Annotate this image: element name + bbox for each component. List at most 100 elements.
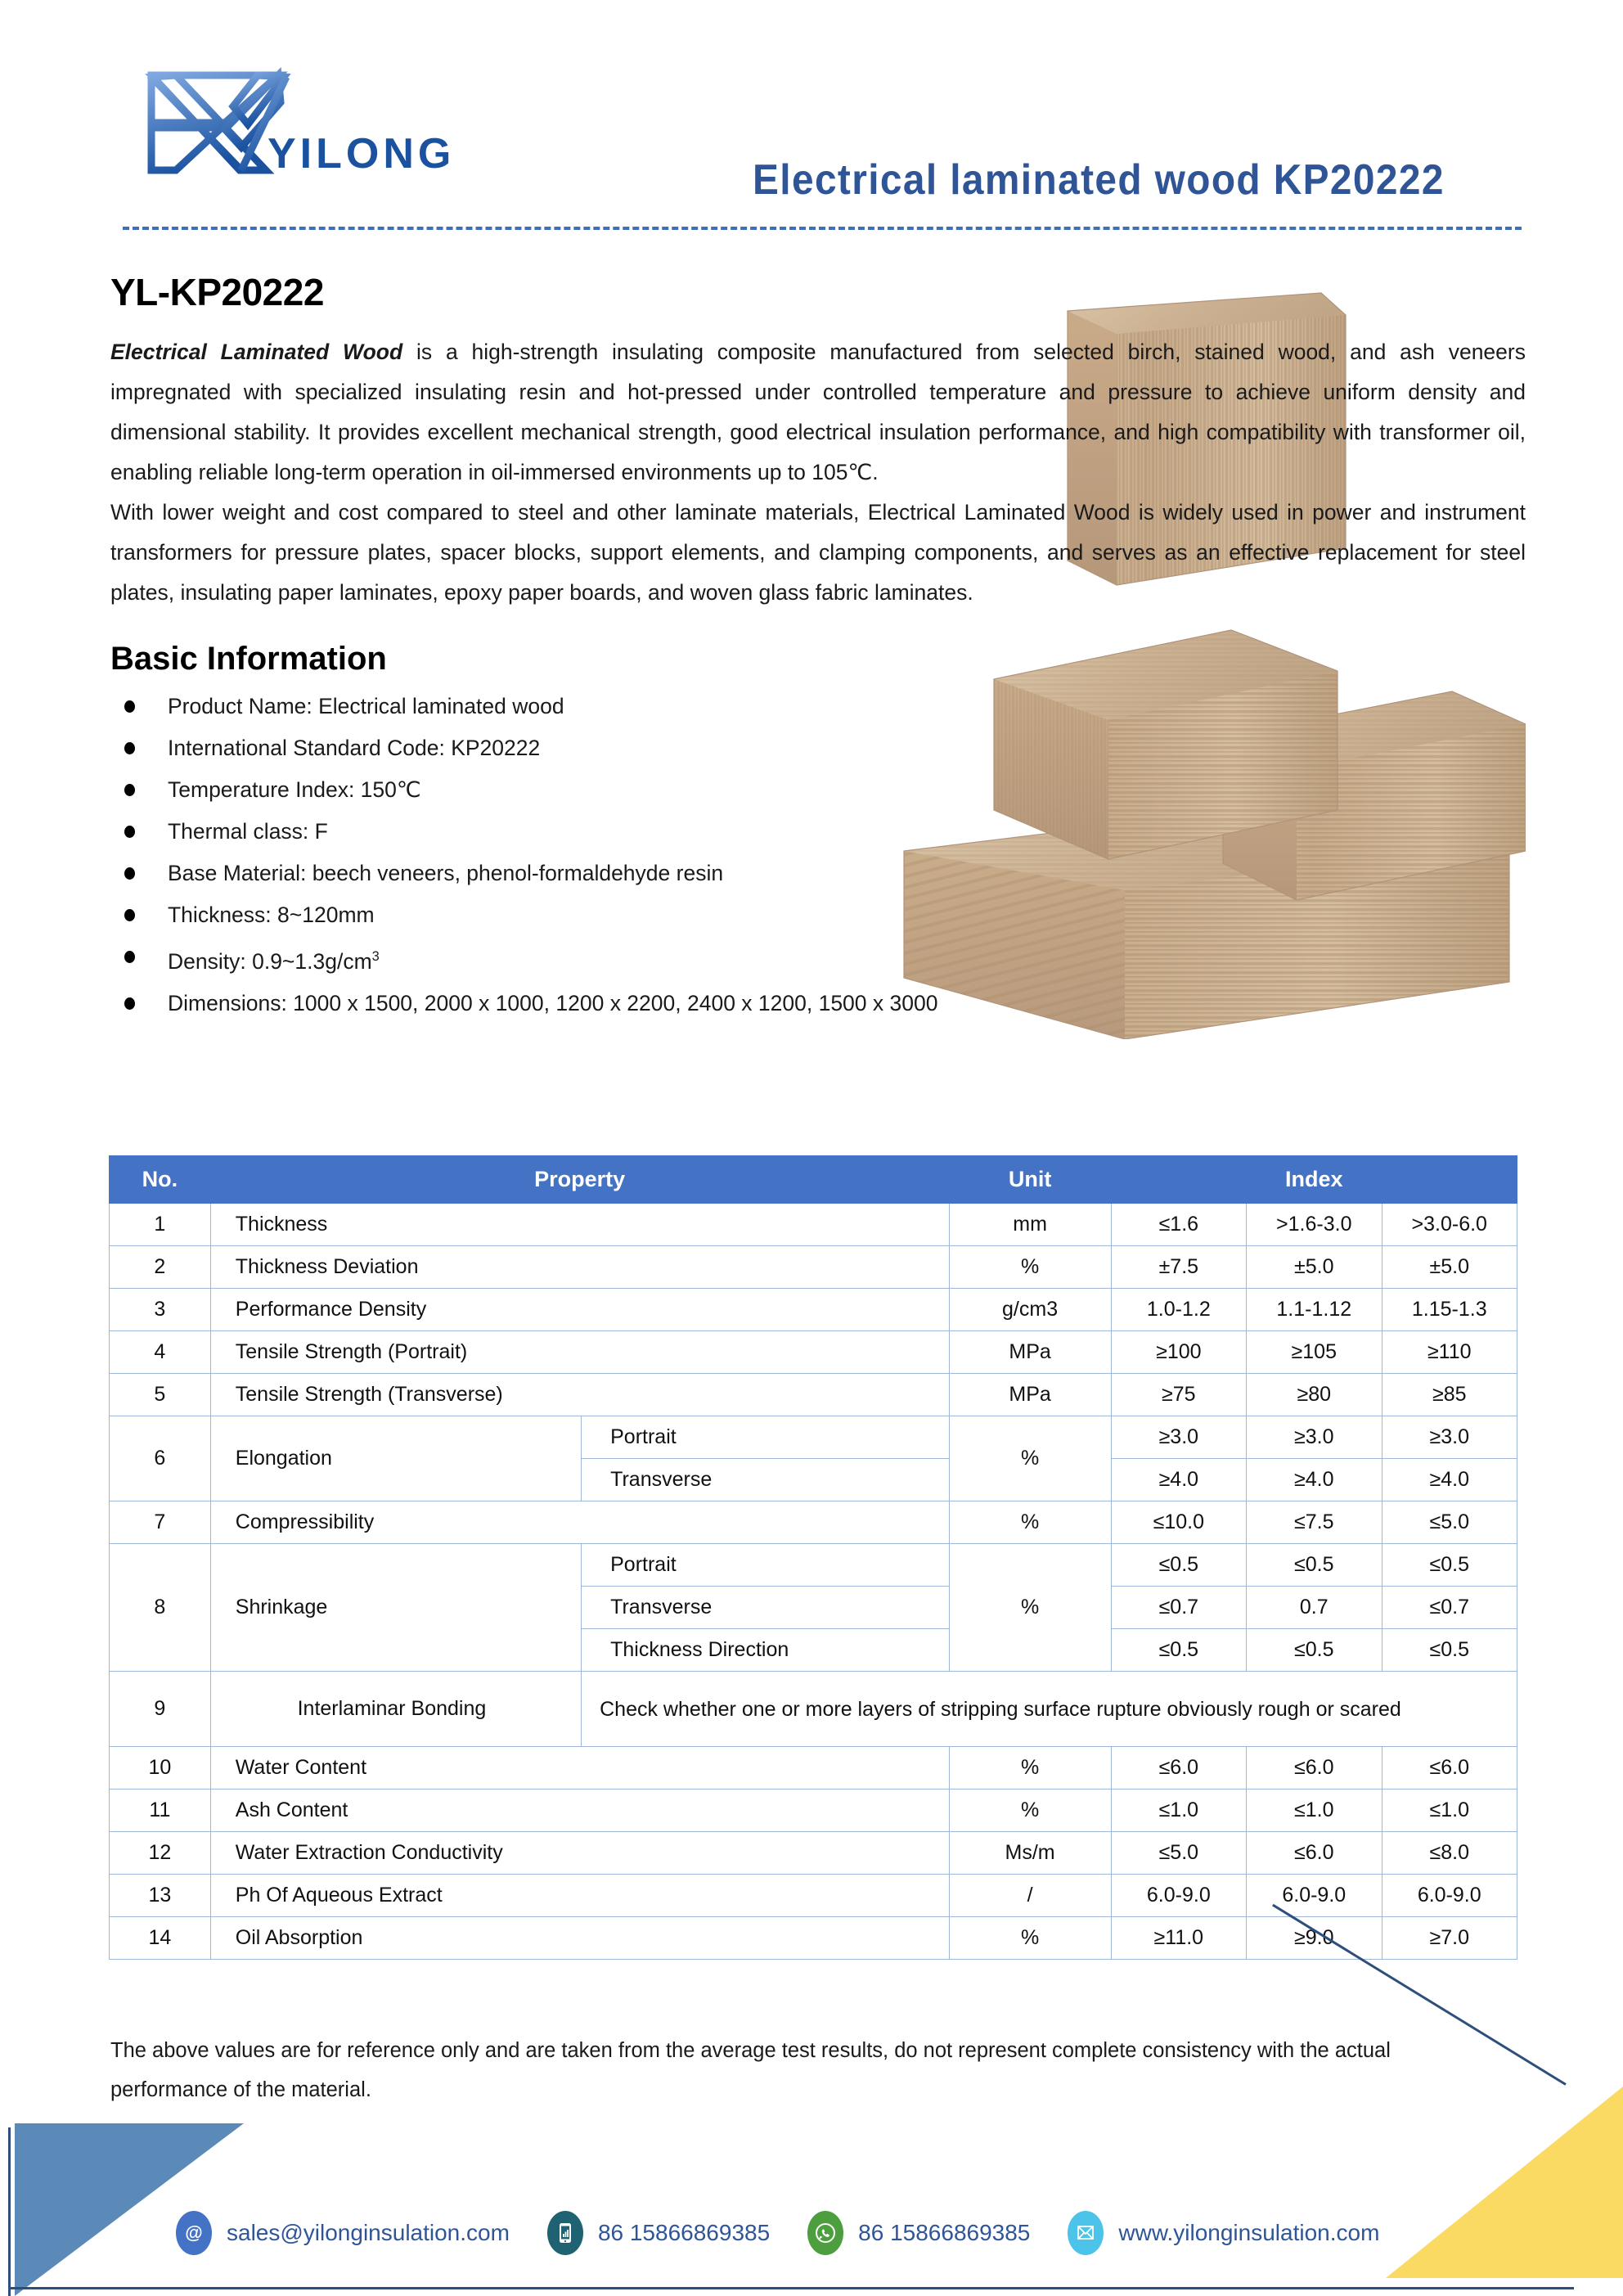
cell-property: Shrinkage	[209, 1543, 582, 1672]
logo-wordmark: YILONG	[268, 130, 454, 178]
cell-index: ±7.5	[1110, 1245, 1248, 1289]
cell-unit: /	[948, 1874, 1112, 1917]
product-code-title: YL-KP20222	[110, 271, 324, 313]
left-edge-rule	[8, 2127, 11, 2296]
basic-information-list: Product Name: Electrical laminated wood …	[110, 692, 1526, 1017]
footer-contacts: @ sales@yilonginsulation.com 86 15866869…	[176, 2211, 1417, 2255]
wood-block-top	[1067, 292, 1347, 586]
cell-property: Water Extraction Conductivity	[209, 1831, 950, 1875]
cell-property: Tensile Strength (Transverse)	[209, 1373, 950, 1416]
cell-subproperty: Portrait	[581, 1416, 950, 1459]
list-item: Thickness: 8~120mm	[110, 901, 1526, 929]
cell-index: ≥85	[1381, 1373, 1517, 1416]
cell-no: 7	[109, 1501, 211, 1544]
cell-no: 1	[109, 1203, 211, 1246]
cell-unit: %	[948, 1746, 1112, 1790]
cell-index: ≥11.0	[1110, 1916, 1248, 1960]
list-item-label: Density: 0.9~1.3g/cm	[168, 948, 372, 974]
cell-index: ≥3.0	[1246, 1416, 1382, 1459]
table-header-row: No. Property Unit Index	[109, 1155, 1518, 1204]
cell-property: Thickness	[209, 1203, 950, 1246]
cell-index: 0.7	[1246, 1586, 1382, 1629]
cell-index: ≥3.0	[1110, 1416, 1248, 1459]
whatsapp-number: 86 15866869385	[858, 2220, 1031, 2245]
cell-property: Thickness Deviation	[209, 1245, 950, 1289]
cell-subproperty: Portrait	[581, 1543, 950, 1587]
contact-phone[interactable]: 86 15866869385	[546, 2211, 770, 2255]
email-address: sales@yilonginsulation.com	[227, 2220, 510, 2245]
list-item-label: Thickness: 8~120mm	[168, 903, 375, 927]
cell-unit: %	[948, 1543, 1112, 1672]
cell-no: 14	[109, 1916, 211, 1960]
cell-index: ≤0.5	[1110, 1628, 1248, 1672]
cell-index: ≥3.0	[1381, 1416, 1517, 1459]
cell-no: 13	[109, 1874, 211, 1917]
specification-table-container: No. Property Unit Index 1 Thickness mm ≤…	[109, 1155, 1518, 1960]
column-header-unit: Unit	[948, 1155, 1112, 1204]
contact-email[interactable]: @ sales@yilonginsulation.com	[176, 2211, 510, 2255]
phone-icon	[546, 2211, 583, 2255]
cell-index: ≤0.5	[1381, 1543, 1517, 1587]
cell-unit: MPa	[948, 1373, 1112, 1416]
cell-index: ≤0.5	[1246, 1543, 1382, 1587]
cell-index: ≤0.7	[1381, 1586, 1517, 1629]
table-row: 3 Performance Density g/cm3 1.0-1.2 1.1-…	[109, 1288, 1517, 1331]
list-item-label: Base Material: beech veneers, phenol-for…	[168, 861, 724, 885]
cell-unit: MPa	[948, 1330, 1112, 1374]
list-item-label: Thermal class: F	[168, 819, 328, 844]
table-row: 2 Thickness Deviation % ±7.5 ±5.0 ±5.0	[109, 1245, 1517, 1289]
cell-index: 1.0-1.2	[1110, 1288, 1248, 1331]
bottom-edge-rule	[8, 2287, 1574, 2289]
list-item: Density: 0.9~1.3g/cm3	[110, 943, 1526, 975]
cell-index: ≤1.6	[1110, 1203, 1248, 1246]
contact-whatsapp[interactable]: 86 15866869385	[807, 2211, 1030, 2255]
applications-paragraph: With lower weight and cost compared to s…	[110, 500, 1526, 605]
cell-index: ≤1.0	[1246, 1789, 1382, 1832]
specification-table: No. Property Unit Index 1 Thickness mm ≤…	[109, 1155, 1518, 1960]
cell-index: ≥80	[1246, 1373, 1382, 1416]
list-item: Product Name: Electrical laminated wood	[110, 692, 1526, 720]
cell-index: ≤6.0	[1246, 1746, 1382, 1790]
cell-unit: %	[948, 1501, 1112, 1544]
table-row: 1 Thickness mm ≤1.6 >1.6-3.0 >3.0-6.0	[109, 1203, 1517, 1246]
list-item: Thermal class: F	[110, 817, 1526, 845]
cell-property: Compressibility	[209, 1501, 950, 1544]
list-item-label: Dimensions: 1000 x 1500, 2000 x 1000, 12…	[168, 990, 938, 1015]
list-item-label: International Standard Code: KP20222	[168, 736, 541, 760]
table-row: 10 Water Content % ≤6.0 ≤6.0 ≤6.0	[109, 1746, 1517, 1790]
table-row: 6 Elongation Portrait % ≥3.0 ≥3.0 ≥3.0	[109, 1416, 1517, 1501]
cell-index: 6.0-9.0	[1381, 1874, 1517, 1917]
basic-information-heading: Basic Information	[110, 641, 387, 677]
cell-property: Tensile Strength (Portrait)	[209, 1330, 950, 1374]
page-header: YILONG Electrical laminated wood KP20222	[0, 0, 1623, 237]
cell-index: ≤6.0	[1246, 1831, 1382, 1875]
cell-no: 11	[109, 1789, 211, 1832]
cell-property: Oil Absorption	[209, 1916, 950, 1960]
column-header-index: Index	[1110, 1155, 1518, 1204]
table-disclaimer: The above values are for reference only …	[110, 2039, 1391, 2101]
table-row: Transverse ≥4.0 ≥4.0 ≥4.0	[110, 1458, 1517, 1501]
cell-unit: Ms/m	[948, 1831, 1112, 1875]
cell-index: ≥4.0	[1381, 1458, 1517, 1501]
main-content: YL-KP20222 Electrical Laminated Wood is …	[110, 270, 1526, 1031]
cell-no: 12	[109, 1831, 211, 1875]
cell-index: ≤0.7	[1110, 1586, 1248, 1629]
cell-index: ≥4.0	[1246, 1458, 1382, 1501]
laminated-wood-blocks-illustration	[903, 292, 1526, 1039]
table-row: 11 Ash Content % ≤1.0 ≤1.0 ≤1.0	[109, 1789, 1517, 1832]
website-url: www.yilonginsulation.com	[1118, 2220, 1380, 2245]
cell-index: ≤0.5	[1381, 1628, 1517, 1672]
cell-index: ±5.0	[1246, 1245, 1382, 1289]
density-exponent: 3	[371, 949, 380, 964]
blue-corner-shape	[15, 2123, 244, 2296]
intro-paragraph: Electrical Laminated Wood is a high-stre…	[110, 332, 1526, 493]
cell-property: Water Content	[209, 1746, 950, 1790]
contact-website[interactable]: www.yilonginsulation.com	[1068, 2211, 1379, 2255]
cell-no: 9	[109, 1671, 211, 1747]
cell-no: 8	[109, 1543, 211, 1672]
cell-unit: %	[948, 1245, 1112, 1289]
cell-subproperty: Transverse	[581, 1458, 950, 1501]
wood-block-middle-left	[993, 629, 1338, 860]
whatsapp-icon	[807, 2211, 844, 2255]
